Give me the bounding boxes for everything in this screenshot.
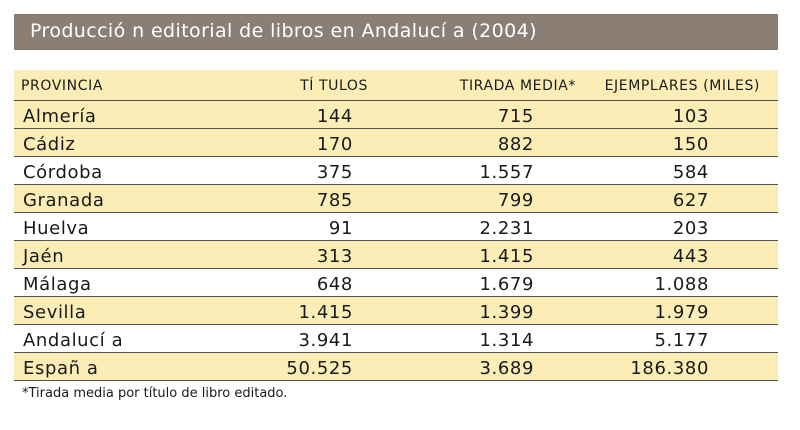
table-row: Córdoba 375 1.557 584 xyxy=(14,156,778,184)
cell-ejemplares: 5.177 xyxy=(654,330,709,351)
cell-ejemplares: 103 xyxy=(672,106,709,127)
footnote: *Tirada media por título de libro editad… xyxy=(22,386,288,401)
table-row: Andalucí a 3.941 1.314 5.177 xyxy=(14,324,778,352)
header-ejemplares: EJEMPLARES (MILES) xyxy=(604,78,760,94)
cell-tirada-media: 1.557 xyxy=(479,162,534,183)
table-row: Almería 144 715 103 xyxy=(14,100,778,128)
table-row: Cádiz 170 882 150 xyxy=(14,128,778,156)
cell-titulos: 375 xyxy=(316,162,353,183)
table-row: Granada 785 799 627 xyxy=(14,184,778,212)
cell-provincia: Andalucí a xyxy=(23,330,124,351)
table-row: Huelva 91 2.231 203 xyxy=(14,212,778,240)
cell-tirada-media: 1.415 xyxy=(479,246,534,267)
cell-ejemplares: 627 xyxy=(672,190,709,211)
cell-provincia: Granada xyxy=(23,190,105,211)
header-tirada-media: TIRADA MEDIA* xyxy=(459,78,576,94)
cell-provincia: Jaén xyxy=(23,246,65,267)
table-row: Sevilla 1.415 1.399 1.979 xyxy=(14,296,778,324)
cell-titulos: 1.415 xyxy=(298,302,353,323)
cell-provincia: Sevilla xyxy=(23,302,87,323)
cell-ejemplares: 186.380 xyxy=(630,358,709,379)
table-header: PROVINCIA TÍ TULOS TIRADA MEDIA* EJEMPLA… xyxy=(14,70,778,100)
cell-tirada-media: 1.314 xyxy=(479,330,534,351)
cell-provincia: Huelva xyxy=(23,218,90,239)
cell-ejemplares: 1.979 xyxy=(654,302,709,323)
cell-tirada-media: 2.231 xyxy=(479,218,534,239)
cell-titulos: 144 xyxy=(316,106,353,127)
cell-tirada-media: 799 xyxy=(497,190,534,211)
cell-titulos: 785 xyxy=(316,190,353,211)
cell-ejemplares: 443 xyxy=(672,246,709,267)
cell-ejemplares: 150 xyxy=(672,134,709,155)
table-row: Españ a 50.525 3.689 186.380 xyxy=(14,352,778,381)
cell-provincia: Córdoba xyxy=(23,162,103,183)
cell-tirada-media: 715 xyxy=(497,106,534,127)
cell-titulos: 3.941 xyxy=(298,330,353,351)
cell-tirada-media: 882 xyxy=(497,134,534,155)
header-provincia: PROVINCIA xyxy=(21,78,104,94)
cell-tirada-media: 1.399 xyxy=(479,302,534,323)
cell-provincia: Cádiz xyxy=(23,134,76,155)
cell-provincia: Almería xyxy=(23,106,97,127)
cell-titulos: 170 xyxy=(316,134,353,155)
cell-tirada-media: 3.689 xyxy=(479,358,534,379)
cell-titulos: 313 xyxy=(316,246,353,267)
cell-tirada-media: 1.679 xyxy=(479,274,534,295)
cell-ejemplares: 1.088 xyxy=(654,274,709,295)
cell-provincia: Españ a xyxy=(23,358,99,379)
table-body: Almería 144 715 103 Cádiz 170 882 150 Có… xyxy=(14,100,778,381)
title-bar: Producció n editorial de libros en Andal… xyxy=(14,14,778,50)
cell-titulos: 50.525 xyxy=(286,358,353,379)
cell-titulos: 648 xyxy=(316,274,353,295)
table-row: Jaén 313 1.415 443 xyxy=(14,240,778,268)
cell-titulos: 91 xyxy=(328,218,353,239)
header-titulos: TÍ TULOS xyxy=(300,78,368,94)
table-title: Producció n editorial de libros en Andal… xyxy=(30,20,537,42)
cell-ejemplares: 203 xyxy=(672,218,709,239)
cell-provincia: Málaga xyxy=(23,274,92,295)
cell-ejemplares: 584 xyxy=(672,162,709,183)
table-row: Málaga 648 1.679 1.088 xyxy=(14,268,778,296)
